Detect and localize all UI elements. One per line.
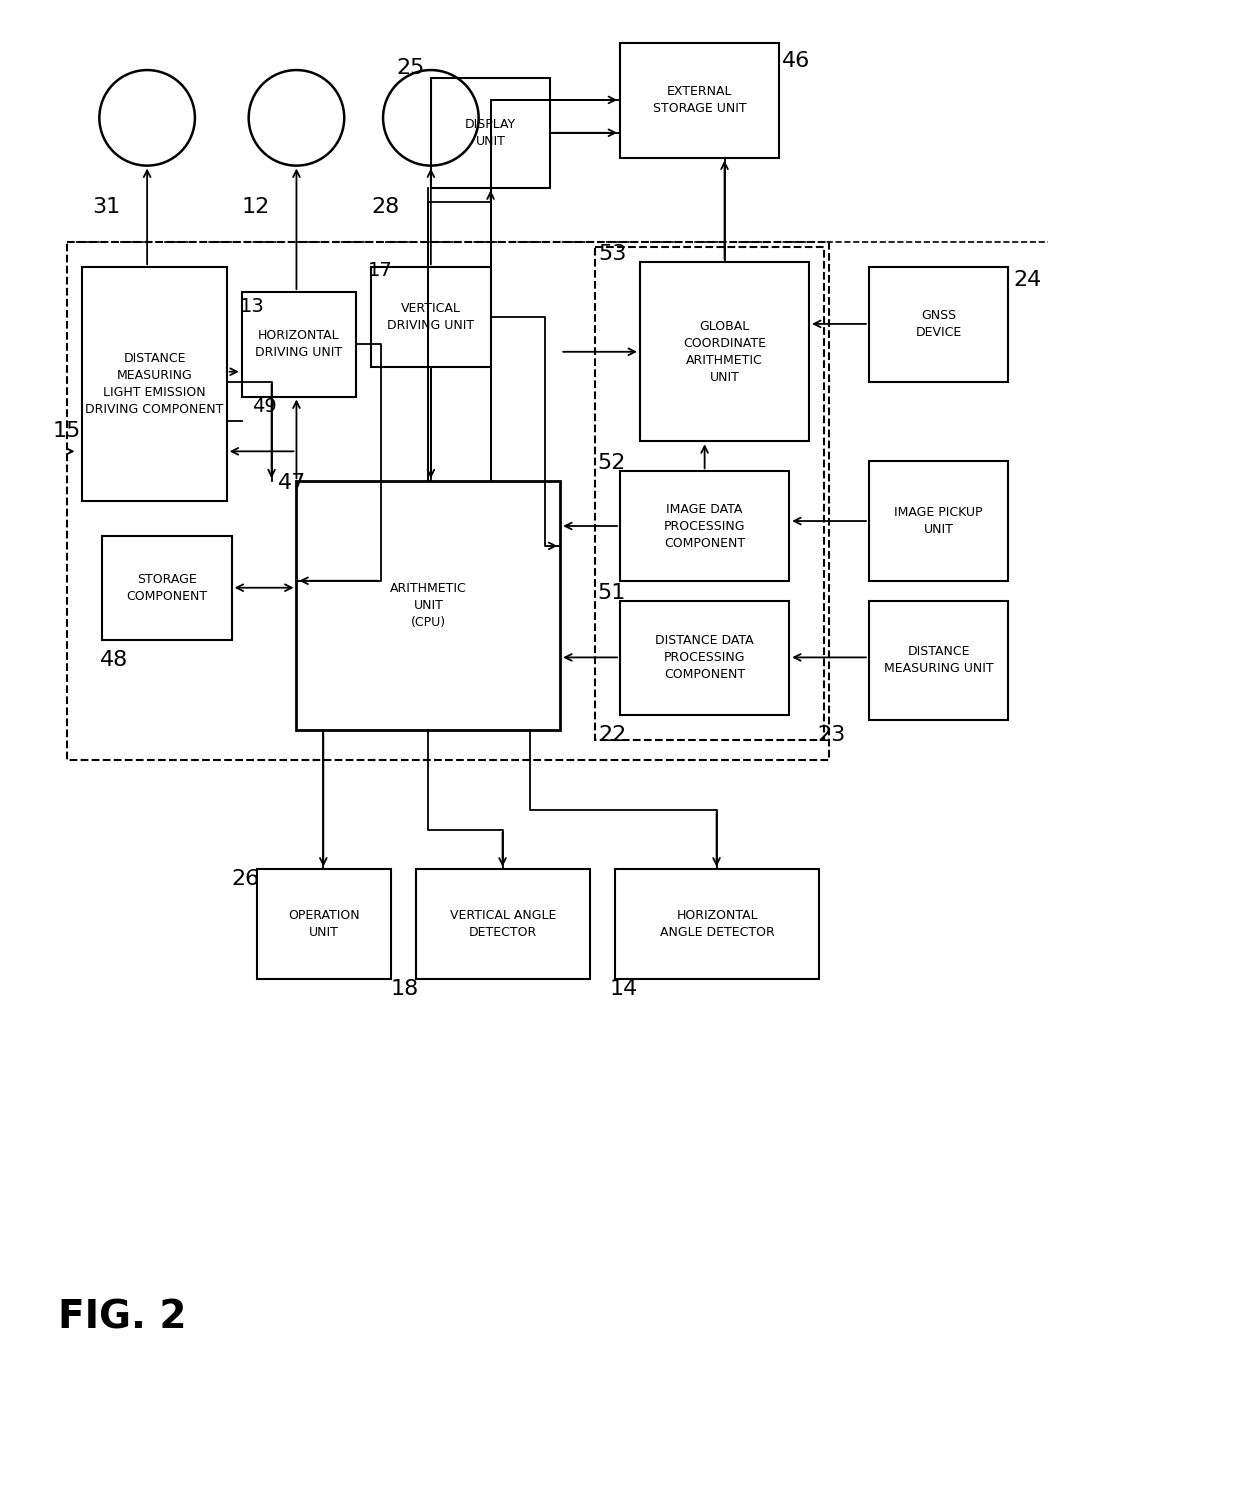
Text: GLOBAL
COORDINATE
ARITHMETIC
UNIT: GLOBAL COORDINATE ARITHMETIC UNIT bbox=[683, 319, 766, 383]
Text: GNSS
DEVICE: GNSS DEVICE bbox=[915, 310, 962, 340]
Text: VERTICAL
DRIVING UNIT: VERTICAL DRIVING UNIT bbox=[387, 303, 475, 333]
Text: 22: 22 bbox=[598, 725, 626, 745]
Bar bbox=[595, 247, 825, 740]
Text: 49: 49 bbox=[252, 397, 277, 416]
Text: 31: 31 bbox=[92, 198, 120, 217]
Text: OPERATION
UNIT: OPERATION UNIT bbox=[288, 909, 360, 939]
Text: IMAGE DATA
PROCESSING
COMPONENT: IMAGE DATA PROCESSING COMPONENT bbox=[663, 502, 745, 550]
Text: DISTANCE
MEASURING
LIGHT EMISSION
DRIVING COMPONENT: DISTANCE MEASURING LIGHT EMISSION DRIVIN… bbox=[86, 352, 223, 416]
Text: 12: 12 bbox=[242, 198, 270, 217]
Text: 18: 18 bbox=[391, 978, 419, 999]
Text: 13: 13 bbox=[239, 298, 264, 316]
Text: 28: 28 bbox=[371, 198, 399, 217]
Text: VERTICAL ANGLE
DETECTOR: VERTICAL ANGLE DETECTOR bbox=[450, 909, 557, 939]
Bar bbox=[869, 267, 1008, 382]
Bar bbox=[430, 78, 551, 187]
Text: 14: 14 bbox=[610, 978, 639, 999]
Text: 15: 15 bbox=[52, 421, 81, 442]
Text: 51: 51 bbox=[598, 583, 625, 602]
Text: IMAGE PICKUP
UNIT: IMAGE PICKUP UNIT bbox=[894, 506, 983, 536]
Bar bbox=[415, 869, 590, 980]
Bar bbox=[257, 869, 391, 980]
Text: DISTANCE DATA
PROCESSING
COMPONENT: DISTANCE DATA PROCESSING COMPONENT bbox=[655, 635, 754, 682]
Text: 25: 25 bbox=[396, 58, 424, 78]
Text: DISPLAY
UNIT: DISPLAY UNIT bbox=[465, 118, 516, 148]
Bar bbox=[67, 243, 830, 759]
Text: 48: 48 bbox=[100, 650, 129, 671]
Text: 17: 17 bbox=[368, 261, 393, 280]
Bar bbox=[615, 869, 820, 980]
Bar bbox=[620, 472, 789, 581]
Text: ARITHMETIC
UNIT
(CPU): ARITHMETIC UNIT (CPU) bbox=[391, 583, 466, 629]
Bar bbox=[640, 262, 810, 442]
Text: 23: 23 bbox=[817, 725, 846, 745]
Bar bbox=[296, 481, 560, 730]
Bar bbox=[371, 267, 491, 367]
Text: 47: 47 bbox=[278, 473, 306, 493]
Text: STORAGE
COMPONENT: STORAGE COMPONENT bbox=[126, 574, 207, 604]
Bar bbox=[620, 601, 789, 715]
Bar bbox=[242, 292, 356, 397]
Text: 24: 24 bbox=[1013, 270, 1042, 291]
Text: DISTANCE
MEASURING UNIT: DISTANCE MEASURING UNIT bbox=[884, 646, 993, 676]
Text: HORIZONTAL
DRIVING UNIT: HORIZONTAL DRIVING UNIT bbox=[255, 330, 342, 360]
Text: FIG. 2: FIG. 2 bbox=[57, 1299, 186, 1336]
Text: 52: 52 bbox=[598, 454, 625, 473]
Bar bbox=[620, 43, 779, 157]
Bar bbox=[82, 267, 227, 502]
Text: 46: 46 bbox=[782, 51, 811, 70]
Text: 53: 53 bbox=[598, 244, 626, 264]
Bar bbox=[869, 601, 1008, 721]
Bar bbox=[103, 536, 232, 641]
Bar bbox=[869, 461, 1008, 581]
Text: HORIZONTAL
ANGLE DETECTOR: HORIZONTAL ANGLE DETECTOR bbox=[660, 909, 775, 939]
Text: 26: 26 bbox=[232, 869, 260, 890]
Text: EXTERNAL
STORAGE UNIT: EXTERNAL STORAGE UNIT bbox=[652, 85, 746, 115]
